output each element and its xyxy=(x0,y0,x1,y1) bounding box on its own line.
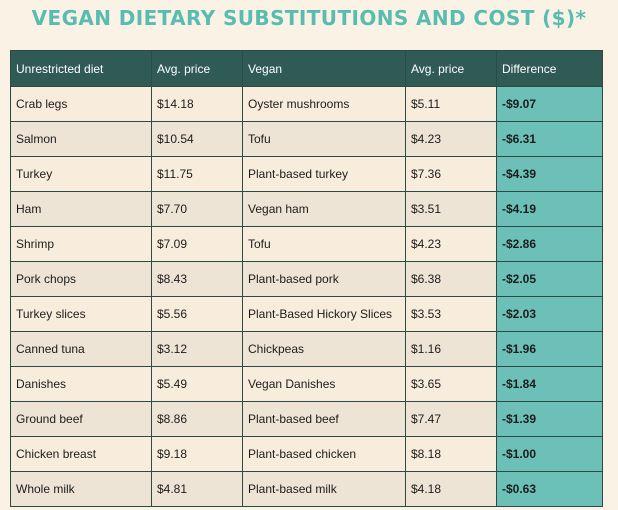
table-row: Turkey $11.75 Plant-based turkey $7.36 -$4.3… xyxy=(10,156,603,192)
vegan-price-cell: $6.38 xyxy=(405,261,497,297)
vegan-price-cell: $4.18 xyxy=(405,471,497,507)
header-unrestricted-diet: Unrestricted diet xyxy=(10,50,152,87)
unrestricted-price-cell: $3.12 xyxy=(151,331,243,367)
vegan-price-cell: $1.16 xyxy=(405,331,497,367)
unrestricted-item-cell: Chicken breast xyxy=(10,436,152,472)
unrestricted-price-cell: $7.70 xyxy=(151,191,243,227)
difference-cell: -$2.86 xyxy=(496,226,603,262)
unrestricted-item-cell: Danishes xyxy=(10,366,152,402)
unrestricted-price-cell: $8.43 xyxy=(151,261,243,297)
header-vegan-avg-price: Avg. price xyxy=(405,50,497,87)
unrestricted-price-cell: $14.18 xyxy=(151,86,243,122)
unrestricted-item-cell: Ham xyxy=(10,191,152,227)
unrestricted-item-cell: Canned tuna xyxy=(10,331,152,367)
header-difference: Difference xyxy=(496,50,603,87)
table-row: Ham $7.70 Vegan ham $3.51 -$4.19 xyxy=(10,191,603,227)
header-avg-price: Avg. price xyxy=(151,50,243,87)
vegan-price-cell: $3.51 xyxy=(405,191,497,227)
unrestricted-item-cell: Whole milk xyxy=(10,471,152,507)
vegan-price-cell: $7.36 xyxy=(405,156,497,192)
difference-cell: -$9.07 xyxy=(496,86,603,122)
unrestricted-item-cell: Turkey xyxy=(10,156,152,192)
vegan-item-cell: Plant-Based Hickory Slices xyxy=(242,296,406,332)
unrestricted-price-cell: $5.49 xyxy=(151,366,243,402)
substitutions-table: Unrestricted diet Avg. price Vegan Avg. … xyxy=(10,50,603,507)
vegan-price-cell: $4.23 xyxy=(405,226,497,262)
vegan-item-cell: Tofu xyxy=(242,121,406,157)
unrestricted-price-cell: $4.81 xyxy=(151,471,243,507)
unrestricted-item-cell: Crab legs xyxy=(10,86,152,122)
vegan-price-cell: $3.65 xyxy=(405,366,497,402)
unrestricted-price-cell: $10.54 xyxy=(151,121,243,157)
header-vegan: Vegan xyxy=(242,50,406,87)
difference-cell: -$2.05 xyxy=(496,261,603,297)
unrestricted-price-cell: $11.75 xyxy=(151,156,243,192)
vegan-item-cell: Tofu xyxy=(242,226,406,262)
vegan-item-cell: Plant-based turkey xyxy=(242,156,406,192)
vegan-item-cell: Plant-based beef xyxy=(242,401,406,437)
table-row: Pork chops $8.43 Plant-based pork $6.38 -$2.… xyxy=(10,261,603,297)
unrestricted-item-cell: Ground beef xyxy=(10,401,152,437)
vegan-price-cell: $5.11 xyxy=(405,86,497,122)
table-row: Crab legs $14.18 Oyster mushrooms $5.11 -$9.… xyxy=(10,86,603,122)
difference-cell: -$0.63 xyxy=(496,471,603,507)
unrestricted-item-cell: Salmon xyxy=(10,121,152,157)
difference-cell: -$1.84 xyxy=(496,366,603,402)
vegan-item-cell: Chickpeas xyxy=(242,331,406,367)
table-header-row: Unrestricted diet Avg. price Vegan Avg. … xyxy=(10,50,603,87)
table-row: Whole milk $4.81 Plant-based milk $4.18 -$0.… xyxy=(10,471,603,507)
difference-cell: -$4.39 xyxy=(496,156,603,192)
vegan-price-cell: $7.47 xyxy=(405,401,497,437)
vegan-price-cell: $4.23 xyxy=(405,121,497,157)
difference-cell: -$1.00 xyxy=(496,436,603,472)
unrestricted-price-cell: $9.18 xyxy=(151,436,243,472)
unrestricted-price-cell: $8.86 xyxy=(151,401,243,437)
vegan-item-cell: Plant-based milk xyxy=(242,471,406,507)
difference-cell: -$1.39 xyxy=(496,401,603,437)
vegan-item-cell: Oyster mushrooms xyxy=(242,86,406,122)
unrestricted-item-cell: Pork chops xyxy=(10,261,152,297)
page-title: VEGAN DIETARY SUBSTITUTIONS AND COST ($)… xyxy=(31,6,587,30)
table-row: Chicken breast $9.18 Plant-based chicken $8… xyxy=(10,436,603,472)
vegan-item-cell: Vegan Danishes xyxy=(242,366,406,402)
unrestricted-price-cell: $5.56 xyxy=(151,296,243,332)
vegan-price-cell: $8.18 xyxy=(405,436,497,472)
table-row: Turkey slices $5.56 Plant-Based Hickory Sl… xyxy=(10,296,603,332)
vegan-item-cell: Plant-based chicken xyxy=(242,436,406,472)
table-row: Danishes $5.49 Vegan Danishes $3.65 -$1.84 xyxy=(10,366,603,402)
unrestricted-item-cell: Turkey slices xyxy=(10,296,152,332)
difference-cell: -$6.31 xyxy=(496,121,603,157)
table-row: Salmon $10.54 Tofu $4.23 -$6.31 xyxy=(10,121,603,157)
unrestricted-item-cell: Shrimp xyxy=(10,226,152,262)
table-row: Canned tuna $3.12 Chickpeas $1.16 -$1.96 xyxy=(10,331,603,367)
table-row: Shrimp $7.09 Tofu $4.23 -$2.86 xyxy=(10,226,603,262)
table-row: Ground beef $8.86 Plant-based beef $7.47 -$1… xyxy=(10,401,603,437)
vegan-item-cell: Plant-based pork xyxy=(242,261,406,297)
vegan-item-cell: Vegan ham xyxy=(242,191,406,227)
difference-cell: -$2.03 xyxy=(496,296,603,332)
difference-cell: -$1.96 xyxy=(496,331,603,367)
vegan-price-cell: $3.53 xyxy=(405,296,497,332)
difference-cell: -$4.19 xyxy=(496,191,603,227)
unrestricted-price-cell: $7.09 xyxy=(151,226,243,262)
